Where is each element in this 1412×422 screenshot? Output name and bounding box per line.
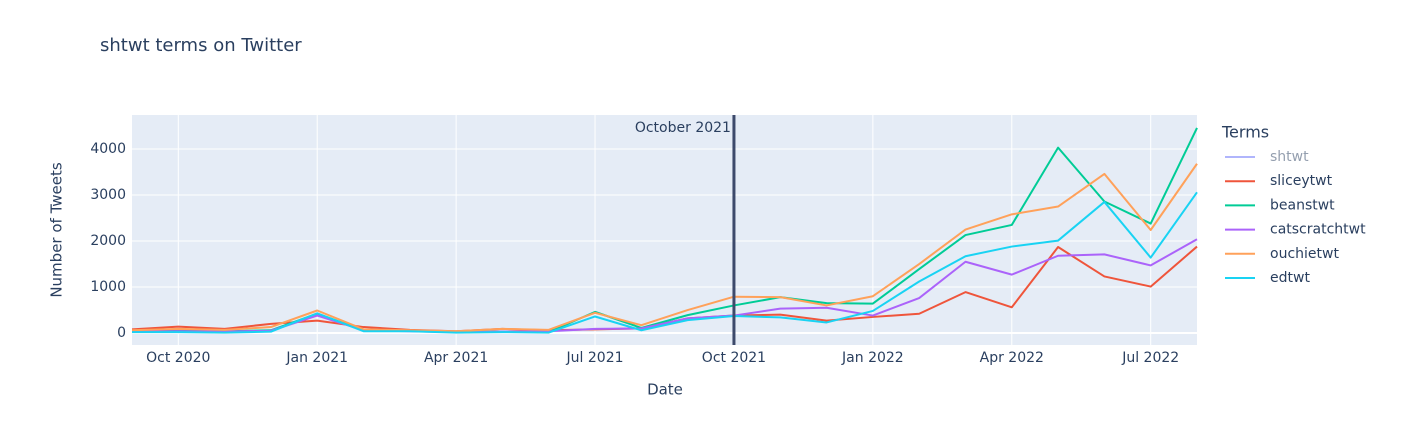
legend-label: shtwt (1270, 149, 1309, 165)
x-tick-label: Oct 2020 (146, 350, 210, 366)
series-line (132, 191, 1198, 334)
legend-label: catscratchtwt (1270, 222, 1366, 238)
legend-label: ouchietwt (1270, 246, 1339, 262)
x-axis-label: Date (647, 381, 683, 399)
chart-title: shtwt terms on Twitter (100, 35, 302, 56)
x-tick-label: Apr 2022 (980, 350, 1044, 366)
x-tick-label: Jan 2021 (285, 350, 348, 366)
x-tick-label: Jul 2021 (566, 350, 624, 366)
x-tick-label: Jul 2022 (1121, 350, 1179, 366)
y-tick-label: 3000 (90, 187, 126, 203)
x-tick-label: Jan 2022 (841, 350, 904, 366)
series-line (131, 163, 1198, 333)
reference-label: October 2021 (635, 120, 731, 136)
series-line (131, 238, 1198, 334)
plot-area (132, 115, 1197, 345)
x-tick-label: Oct 2021 (702, 350, 766, 366)
y-tick-label: 0 (117, 325, 126, 341)
y-axis-label: Number of Tweets (48, 162, 66, 298)
y-tick-label: 4000 (90, 141, 126, 157)
y-tick-label: 1000 (90, 279, 126, 295)
y-tick-label: 2000 (90, 233, 126, 249)
legend-label: sliceytwt (1270, 173, 1333, 189)
x-tick-label: Apr 2021 (424, 350, 488, 366)
legend-title: Terms (1221, 123, 1269, 142)
legend-label: beanstwt (1270, 197, 1335, 213)
legend-label: edtwt (1270, 270, 1310, 286)
